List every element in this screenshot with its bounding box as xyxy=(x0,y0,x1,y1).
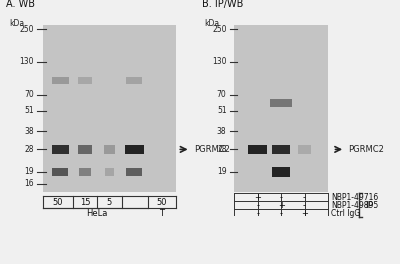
Text: PGRMC2: PGRMC2 xyxy=(348,145,384,154)
Text: T: T xyxy=(159,209,164,218)
Bar xyxy=(79,168,91,176)
Bar xyxy=(298,145,311,154)
Text: 28: 28 xyxy=(24,145,34,154)
Text: 50: 50 xyxy=(156,198,167,207)
Text: 50: 50 xyxy=(52,198,63,207)
Text: +: + xyxy=(301,209,308,218)
Text: 19: 19 xyxy=(217,167,226,176)
Bar xyxy=(78,77,92,84)
Text: -: - xyxy=(280,193,283,202)
Text: NBP1-49716: NBP1-49716 xyxy=(331,193,378,202)
Bar xyxy=(52,145,69,154)
Text: IP: IP xyxy=(365,201,373,210)
Text: 19: 19 xyxy=(24,167,34,176)
Text: HeLa: HeLa xyxy=(86,209,107,218)
Bar xyxy=(124,145,144,154)
Text: kDa: kDa xyxy=(205,19,220,28)
Bar xyxy=(105,168,114,176)
Text: 38: 38 xyxy=(217,127,226,136)
Text: 51: 51 xyxy=(24,106,34,115)
Bar xyxy=(234,25,328,192)
Bar xyxy=(272,167,290,177)
Text: 70: 70 xyxy=(24,90,34,99)
Bar xyxy=(126,168,142,176)
Text: 28: 28 xyxy=(217,145,226,154)
Bar xyxy=(52,168,68,176)
Text: 38: 38 xyxy=(24,127,34,136)
Bar xyxy=(43,25,176,192)
Bar xyxy=(248,145,267,154)
Text: 51: 51 xyxy=(217,106,226,115)
Text: A. WB: A. WB xyxy=(6,0,35,9)
Bar xyxy=(104,145,115,154)
Bar xyxy=(270,98,292,107)
Text: 15: 15 xyxy=(80,198,90,207)
Text: kDa: kDa xyxy=(9,19,24,28)
Text: NBP1-49895: NBP1-49895 xyxy=(331,201,378,210)
Bar xyxy=(52,77,69,84)
Text: 250: 250 xyxy=(212,25,226,34)
Text: 70: 70 xyxy=(217,90,226,99)
Text: 130: 130 xyxy=(212,58,226,67)
Text: 5: 5 xyxy=(106,198,111,207)
Text: -: - xyxy=(303,193,306,202)
Text: -: - xyxy=(256,209,259,218)
Bar xyxy=(78,145,92,154)
Text: +: + xyxy=(278,201,284,210)
Text: +: + xyxy=(254,193,261,202)
Text: B. IP/WB: B. IP/WB xyxy=(202,0,243,9)
Bar xyxy=(126,77,142,84)
Text: 250: 250 xyxy=(20,25,34,34)
Text: PGRMC2: PGRMC2 xyxy=(194,145,230,154)
Bar xyxy=(272,145,290,154)
Text: 16: 16 xyxy=(24,180,34,188)
Text: -: - xyxy=(280,209,283,218)
Text: 130: 130 xyxy=(20,58,34,67)
Text: -: - xyxy=(303,201,306,210)
Text: Ctrl IgG: Ctrl IgG xyxy=(331,209,360,218)
Text: -: - xyxy=(256,201,259,210)
